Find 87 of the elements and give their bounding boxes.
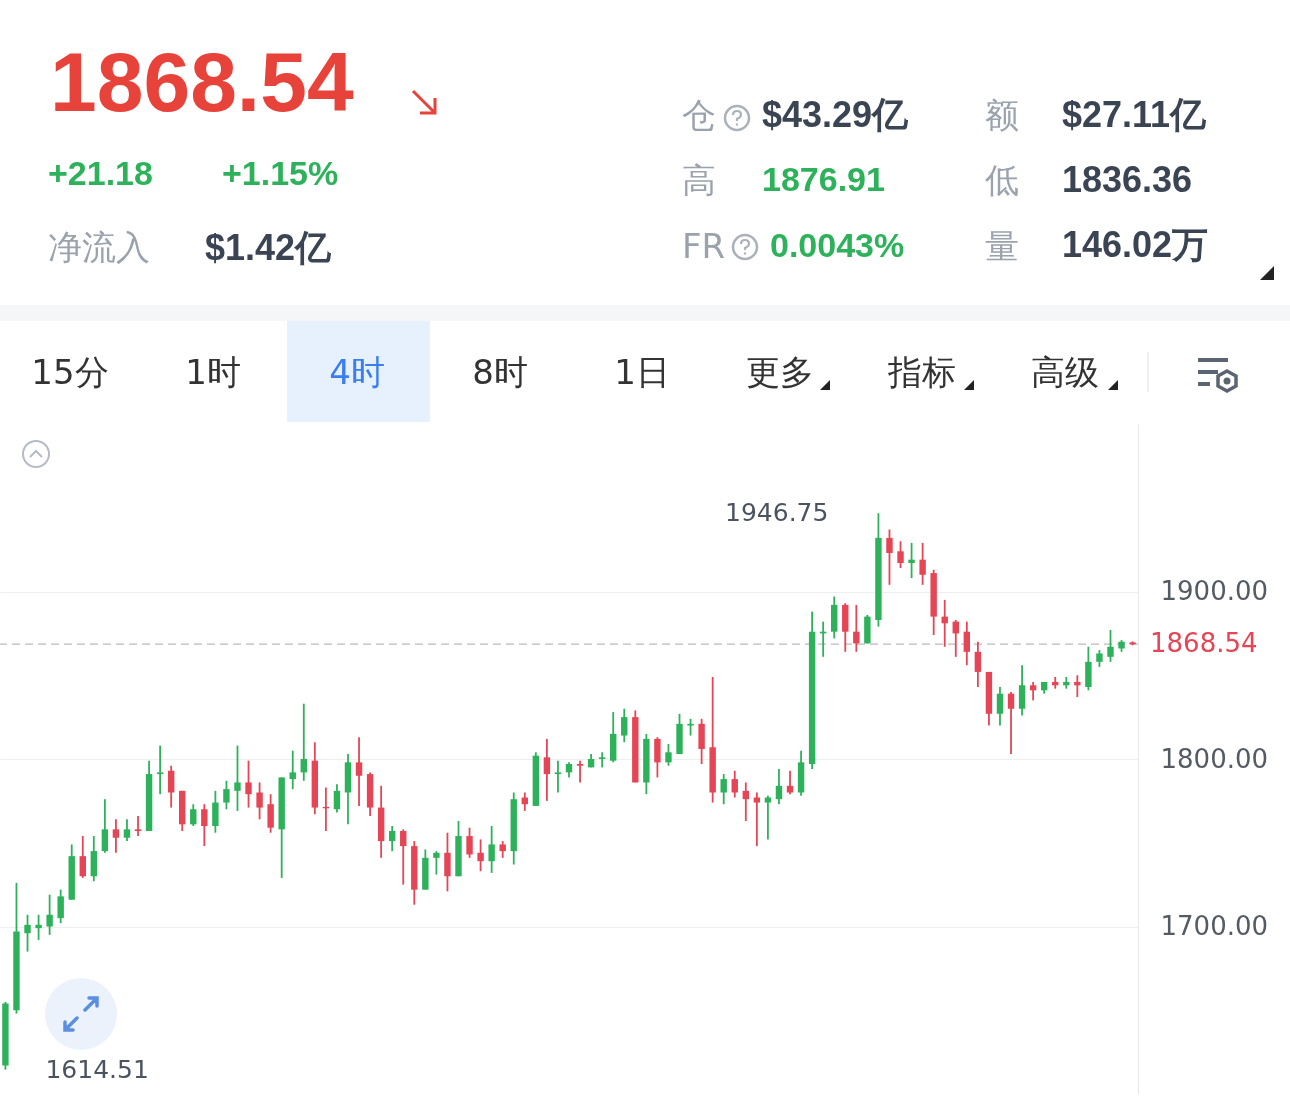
candlestick	[256, 781, 263, 821]
candlestick	[477, 838, 484, 873]
candlestick	[35, 913, 42, 941]
candlestick	[853, 604, 860, 653]
text: +1.15%	[222, 154, 339, 192]
text: 146.02万	[1062, 224, 1209, 265]
candlestick	[333, 783, 341, 814]
candlestick	[720, 773, 727, 806]
text: 净流入	[48, 227, 150, 267]
candlestick	[79, 835, 86, 879]
text: 仓	[682, 95, 716, 135]
text: 1876.91	[762, 160, 885, 198]
text: 8时	[472, 352, 528, 392]
candlestick	[212, 789, 219, 834]
text: 1时	[185, 352, 241, 392]
candlestick	[543, 738, 551, 802]
candlestick	[167, 764, 175, 809]
text: FR	[682, 226, 726, 266]
candlestick	[234, 744, 241, 812]
candlestick	[466, 826, 473, 859]
candlestick	[289, 749, 296, 791]
candlestick	[267, 793, 274, 834]
candlestick	[1018, 664, 1026, 717]
ref-line-label: 1868.54	[1150, 628, 1258, 659]
candlestick	[488, 825, 495, 874]
candlestick	[996, 686, 1004, 727]
text: 15分	[31, 352, 109, 392]
candlestick	[897, 540, 904, 569]
candlestick	[764, 794, 772, 841]
candlestick	[101, 798, 109, 854]
annotation: 1614.51	[45, 1054, 149, 1084]
candlestick	[908, 542, 915, 579]
candlestick	[621, 707, 628, 744]
y-tick-label: 1800.00	[1160, 743, 1269, 774]
y-tick-label: 1900.00	[1160, 576, 1269, 606]
text: +21.18	[48, 154, 153, 192]
candlestick	[24, 913, 31, 953]
candlestick	[433, 850, 440, 876]
candlestick	[388, 825, 396, 853]
candlestick	[57, 888, 64, 925]
text: 量	[985, 226, 1019, 266]
candlestick	[400, 828, 407, 886]
candlestick	[1029, 681, 1037, 702]
candlestick	[554, 759, 562, 794]
candlestick	[731, 769, 738, 799]
y-tick-label: 1700.00	[1160, 911, 1269, 941]
text: 4时	[329, 352, 385, 392]
candlestick	[112, 818, 120, 854]
text: 1日	[614, 352, 670, 392]
text: 0.0043%	[770, 226, 905, 264]
candlestick	[775, 768, 783, 806]
candlestick	[576, 759, 584, 784]
text: 1836.36	[1062, 159, 1193, 200]
text: 高级	[1031, 352, 1099, 392]
text: $43.29亿	[762, 94, 909, 135]
text: 高	[682, 160, 716, 200]
text: 更多	[746, 352, 814, 392]
candlestick	[654, 736, 661, 779]
candlestick	[598, 751, 606, 769]
candlestick	[1107, 629, 1114, 663]
candlestick	[123, 818, 131, 842]
candlestick	[245, 759, 252, 809]
candlestick	[963, 620, 971, 667]
candlestick	[300, 702, 307, 782]
candlestick	[223, 779, 230, 811]
candlestick	[156, 744, 164, 796]
text: 指标	[888, 352, 956, 392]
candlestick	[201, 803, 208, 847]
candlestick	[753, 791, 761, 847]
text: 低	[985, 160, 1019, 200]
candlestick	[974, 640, 982, 688]
candlestick	[665, 743, 672, 767]
candlestick	[444, 831, 451, 893]
text: $27.11亿	[1062, 94, 1207, 135]
candlestick	[134, 815, 142, 837]
candlestick	[919, 542, 926, 586]
candlestick	[786, 769, 794, 796]
text: 额	[985, 95, 1019, 135]
annotation: 1946.75	[725, 498, 829, 528]
candlestick	[190, 803, 197, 827]
candlestick	[46, 893, 53, 936]
candlestick	[355, 736, 363, 807]
candlestick	[1007, 691, 1015, 755]
text: $1.42亿	[205, 227, 332, 268]
candlestick	[1074, 674, 1081, 698]
chart-title: 1868.54	[50, 34, 354, 131]
candlestick	[886, 528, 893, 586]
